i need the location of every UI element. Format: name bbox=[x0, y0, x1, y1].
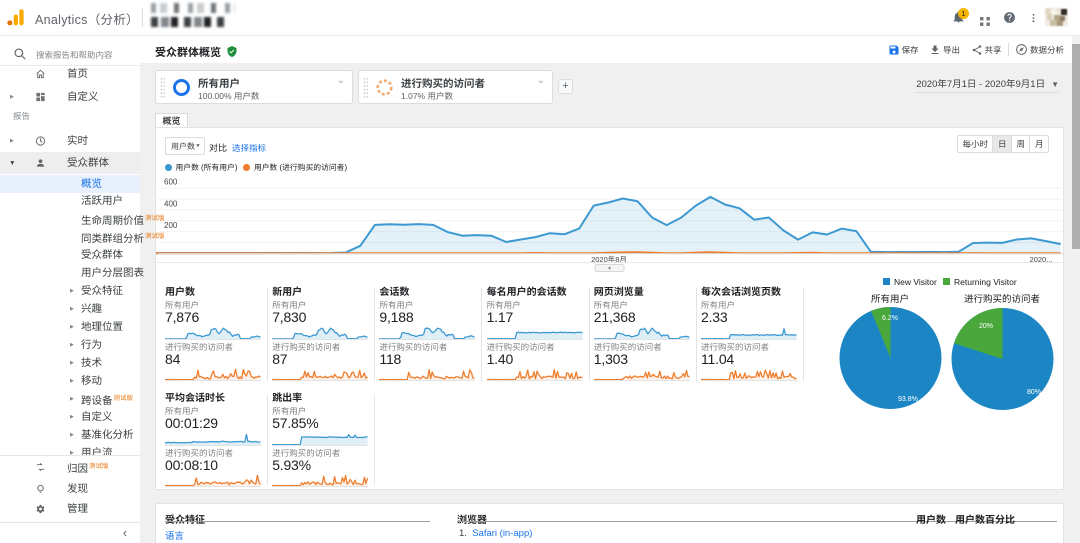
svg-text:200: 200 bbox=[164, 221, 178, 230]
svg-text:6.2%: 6.2% bbox=[882, 315, 898, 322]
svg-text:20%: 20% bbox=[979, 323, 993, 330]
svg-text:400: 400 bbox=[164, 199, 178, 208]
svg-text:进行购买的访问者: 进行购买的访问者 bbox=[964, 293, 1040, 305]
svg-text:80%: 80% bbox=[1027, 389, 1041, 396]
svg-text:93.8%: 93.8% bbox=[898, 396, 918, 403]
svg-text:New Visitor: New Visitor bbox=[894, 277, 937, 287]
svg-text:Returning Visitor: Returning Visitor bbox=[954, 277, 1017, 287]
svg-text:2020...: 2020... bbox=[1030, 255, 1053, 264]
svg-text:2020年8月: 2020年8月 bbox=[591, 255, 627, 264]
svg-text:600: 600 bbox=[164, 178, 178, 187]
svg-text:▼: ▼ bbox=[607, 266, 612, 272]
svg-text:所有用户: 所有用户 bbox=[871, 293, 909, 305]
